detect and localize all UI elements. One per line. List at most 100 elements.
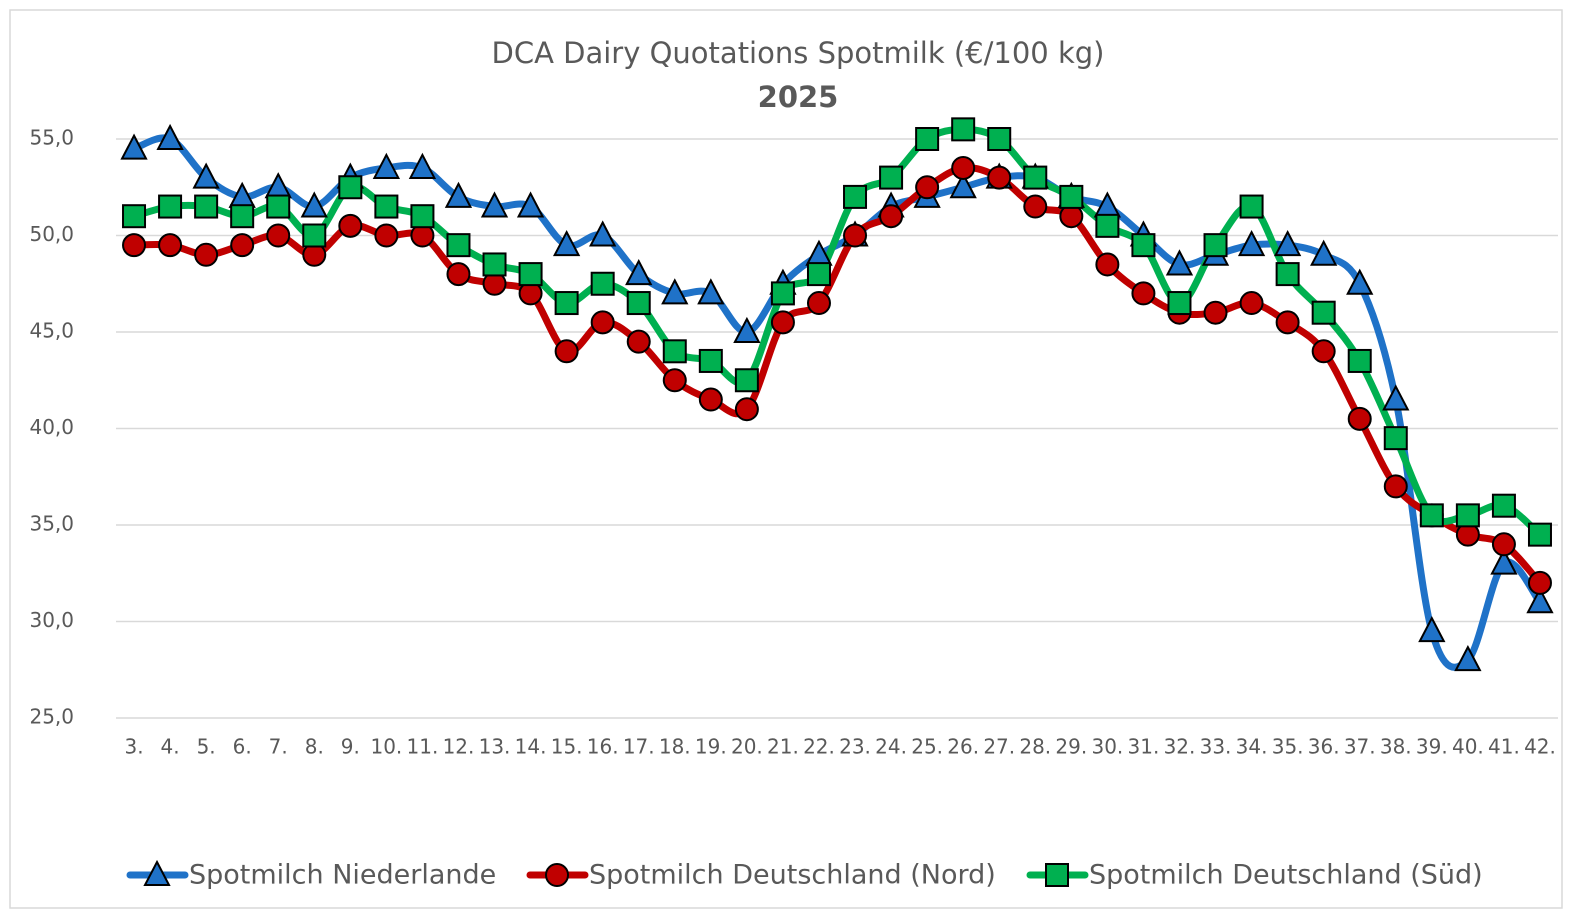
y-tick-label: 45,0 [29,319,74,343]
data-point [1203,233,1228,258]
data-point [1491,532,1516,557]
x-tick-label: 9. [341,735,360,759]
x-tick-label: 8. [305,735,324,759]
data-point [1095,252,1120,277]
x-tick-label: 19. [695,735,727,759]
x-tick-label: 14. [515,735,547,759]
x-tick-label: 20. [731,735,763,759]
data-point [374,194,399,219]
data-point [372,152,401,179]
x-tick-label: 23. [839,735,871,759]
data-point [1239,194,1264,219]
x-tick-label: 3. [124,735,143,759]
data-point [554,339,579,364]
data-point [300,191,328,218]
data-point [1023,194,1048,219]
data-point [518,262,543,287]
data-point [410,204,435,229]
x-tick-label: 17. [623,735,655,759]
x-tick-label: 27. [983,735,1015,759]
x-tick-label: 25. [911,735,943,759]
data-point [843,184,868,209]
data-point [158,233,183,258]
data-point [338,175,363,200]
data-point [1095,213,1120,238]
y-tick-label: 25,0 [29,705,74,729]
x-tick-label: 36. [1308,735,1340,759]
data-point [444,181,473,208]
x-tick-label: 38. [1380,735,1412,759]
data-point [697,278,725,305]
data-point [806,291,831,316]
legend-marker [1045,863,1069,887]
data-point [1418,615,1446,643]
data-point [302,223,327,248]
data-point [1310,239,1338,266]
data-point [770,281,795,306]
data-point [1167,291,1192,316]
x-tick-label: 30. [1091,735,1123,759]
data-point [1491,493,1516,518]
data-point [590,271,615,296]
x-tick-label: 42. [1524,735,1556,759]
data-point [156,123,184,150]
data-point [516,191,545,218]
data-point [1526,587,1554,614]
data-point [626,329,651,354]
x-tick-label: 4. [161,735,180,759]
x-tick-label: 26. [947,735,979,759]
x-tick-label: 22. [803,735,835,759]
legend-label: Spotmilch Niederlande [189,860,496,891]
data-point [589,220,617,247]
y-tick-label: 55,0 [29,126,74,150]
y-tick-label: 30,0 [29,608,74,632]
data-point [1165,249,1194,276]
y-tick-label: 40,0 [29,415,74,439]
data-point [1311,300,1336,325]
data-point [626,291,651,316]
x-tick-label: 31. [1128,735,1160,759]
data-point [879,165,904,190]
x-tick-label: 35. [1272,735,1304,759]
data-point [770,310,795,335]
data-point [1131,233,1156,258]
data-point [734,397,759,422]
x-tick-label: 16. [587,735,619,759]
x-tick-label: 21. [767,735,799,759]
y-tick-label: 35,0 [29,512,74,536]
data-point [987,127,1012,151]
x-tick-label: 6. [233,735,252,759]
x-tick-label: 39. [1416,735,1448,759]
data-point [1382,384,1410,411]
data-point [915,175,940,200]
data-point [734,368,759,393]
x-tick-label: 7. [269,735,288,759]
chart-frame [9,9,1563,909]
x-tick-label: 18. [659,735,691,759]
data-point [1419,503,1444,528]
data-point [949,172,977,199]
x-tick-label: 15. [551,735,583,759]
data-point [1347,348,1372,373]
x-tick-label: 11. [407,735,439,759]
x-tick-label: 32. [1164,735,1196,759]
data-point [698,348,723,373]
data-point [1383,474,1408,499]
data-point [625,258,653,286]
data-point [1346,268,1374,295]
x-tick-label: 29. [1055,735,1087,759]
y-tick-label: 50,0 [29,222,74,246]
data-point [194,194,219,219]
x-tick-label: 33. [1200,735,1232,759]
data-point [122,204,147,229]
data-point [733,316,761,343]
x-tick-label: 12. [443,735,475,759]
data-point [408,152,437,179]
data-point [1275,310,1300,335]
data-point [230,204,255,229]
data-point [1383,426,1408,451]
data-point [374,223,399,248]
data-point [1023,165,1048,190]
data-point [1347,406,1372,431]
